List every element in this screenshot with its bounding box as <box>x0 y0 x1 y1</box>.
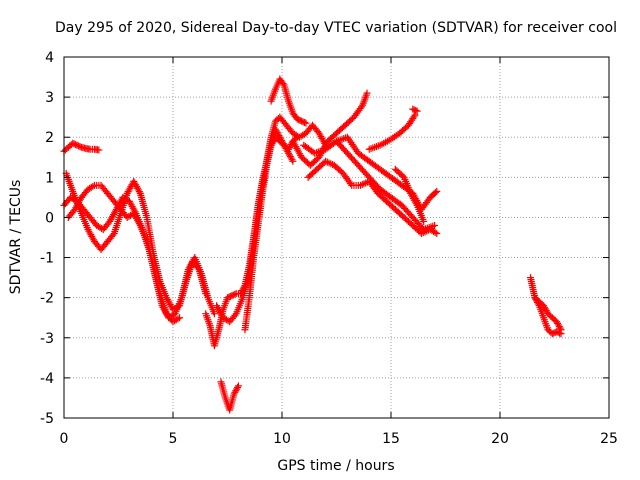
series-track-j <box>289 89 371 169</box>
data-points <box>60 75 565 414</box>
y-tick-label: -1 <box>40 251 54 267</box>
data-point <box>224 317 232 325</box>
data-point <box>433 229 441 237</box>
data-point <box>347 180 355 188</box>
series-track-l <box>300 137 439 233</box>
data-point <box>412 106 420 114</box>
chart-title: Day 295 of 2020, Sidereal Day-to-day VTE… <box>55 20 617 36</box>
y-tick-label: 0 <box>45 210 54 226</box>
data-point <box>431 189 439 197</box>
data-point <box>288 156 296 164</box>
series-track-h <box>241 125 297 334</box>
series-track-n <box>365 111 419 153</box>
x-tick-label: 20 <box>491 431 509 447</box>
data-point <box>301 119 309 127</box>
data-point <box>231 311 239 319</box>
data-point <box>231 290 239 298</box>
series-track-f <box>217 378 242 414</box>
data-point <box>210 310 218 318</box>
data-point <box>98 224 106 232</box>
y-tick-label: 2 <box>45 130 54 146</box>
data-point <box>357 103 365 111</box>
data-point <box>135 188 143 196</box>
data-point <box>135 220 143 228</box>
data-point <box>556 329 564 337</box>
y-tick-label: -2 <box>40 291 54 307</box>
plot-frame <box>63 56 610 419</box>
axis-ticks: 0 5 10 15 20 25 -5 -4 -3 -2 -1 0 1 2 3 4 <box>40 50 618 447</box>
y-tick-label: 1 <box>45 170 54 186</box>
data-point <box>410 113 418 121</box>
x-tick-label: 0 <box>60 431 69 447</box>
series-track-p <box>409 105 421 115</box>
data-point <box>557 330 565 338</box>
series-track-o <box>391 165 428 225</box>
data-point <box>534 300 542 308</box>
y-tick-label: -3 <box>40 331 54 347</box>
x-tick-label: 25 <box>600 431 618 447</box>
data-point <box>363 89 371 97</box>
data-point <box>95 146 103 154</box>
y-axis-label: SDTVAR / TECUs <box>8 180 24 295</box>
y-tick-label: -4 <box>40 371 54 387</box>
data-point <box>412 200 420 208</box>
series-track-q <box>527 274 565 334</box>
data-point <box>411 111 419 119</box>
data-point <box>234 384 242 392</box>
data-point <box>431 228 439 236</box>
series-track-r <box>531 294 565 338</box>
data-point <box>289 157 297 165</box>
data-point <box>420 217 428 225</box>
data-point <box>174 315 182 323</box>
data-point <box>234 382 242 390</box>
x-tick-label: 5 <box>169 431 178 447</box>
x-tick-label: 10 <box>273 431 291 447</box>
data-point <box>109 231 117 239</box>
series-track-d <box>64 181 184 326</box>
data-point <box>433 187 441 195</box>
series-track-k <box>304 157 441 237</box>
data-point <box>413 107 421 115</box>
x-axis-label: GPS time / hours <box>277 458 394 474</box>
data-point <box>279 80 287 88</box>
series-track-i <box>267 75 310 127</box>
data-point <box>176 314 184 322</box>
series-track-a <box>60 139 103 155</box>
data-point <box>431 221 439 229</box>
y-tick-label: -5 <box>40 411 54 427</box>
data-point <box>89 182 97 190</box>
data-point <box>302 119 310 127</box>
y-tick-label: 3 <box>45 90 54 106</box>
y-tick-label: 4 <box>45 50 54 66</box>
x-tick-label: 15 <box>382 431 400 447</box>
